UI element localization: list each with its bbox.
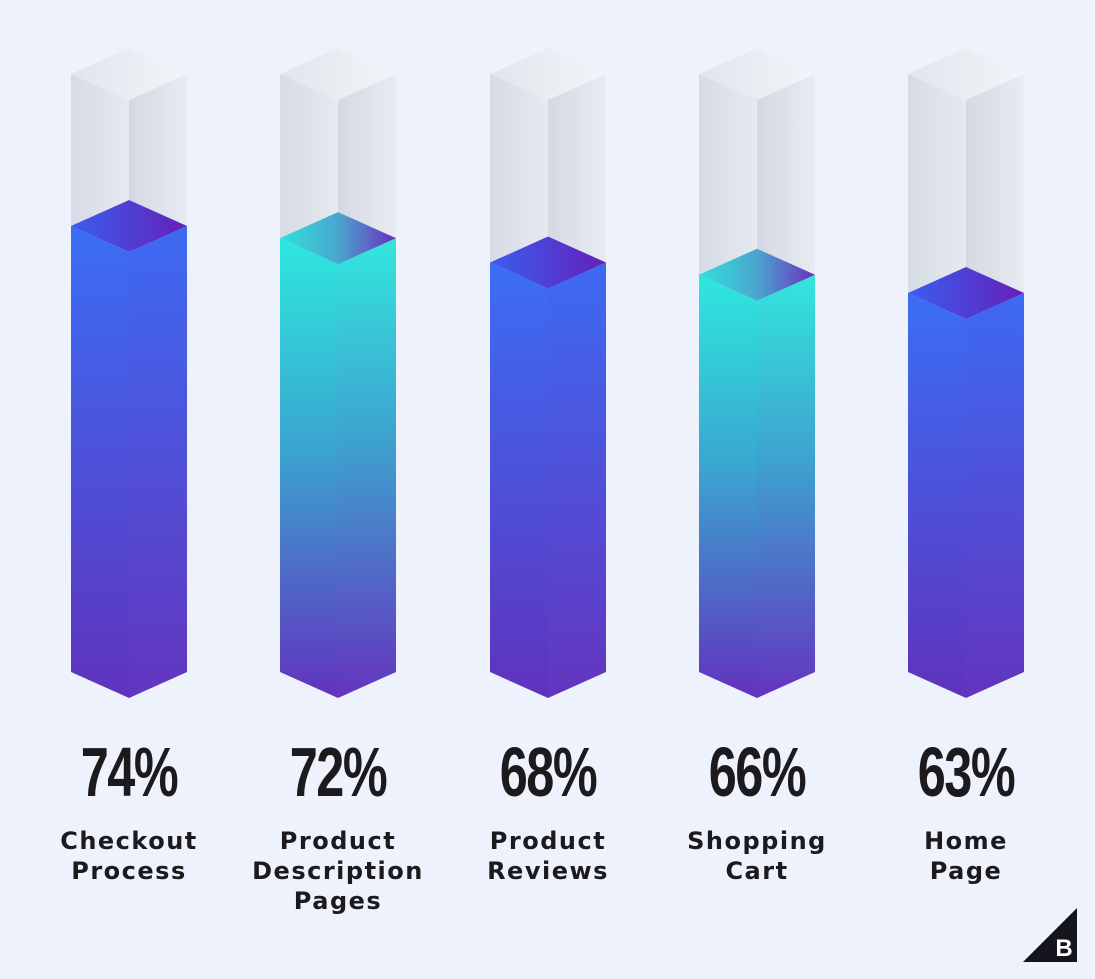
- ghost-right-face: [966, 74, 1024, 319]
- value-label: 74%: [80, 733, 179, 811]
- category-label: Shopping Cart: [647, 826, 867, 886]
- bar-chart: [71, 48, 1024, 698]
- bar-top-face: [699, 248, 815, 301]
- bar-left-face: [490, 262, 548, 698]
- bar-top-face: [490, 236, 606, 289]
- bar-right-face: [966, 293, 1024, 698]
- ghost-left-face: [490, 74, 548, 289]
- category-label: Checkout Process: [19, 826, 239, 886]
- bar-3: [490, 48, 606, 698]
- category-label: Product Reviews: [438, 826, 658, 886]
- bar-right-face: [129, 226, 187, 698]
- bar-top-face: [908, 267, 1024, 319]
- category-label-line: Home: [924, 827, 1008, 855]
- bar-top-face: [280, 212, 396, 265]
- bar-right-face: [757, 274, 815, 698]
- bar-right-face: [338, 238, 396, 698]
- category-label-line: Reviews: [487, 857, 609, 885]
- bar-left-face: [699, 274, 757, 698]
- category-label-line: Shopping: [687, 827, 827, 855]
- bar-2: [280, 48, 396, 698]
- category-label-line: Pages: [293, 887, 383, 915]
- ghost-top-face: [699, 48, 815, 100]
- value-label: 68%: [499, 733, 598, 811]
- category-label-line: Description: [252, 857, 424, 885]
- category-label-line: Product: [279, 827, 397, 855]
- value-label: 63%: [917, 733, 1016, 811]
- bar-left-face: [71, 226, 129, 698]
- category-label-line: Process: [71, 857, 187, 885]
- ghost-left-face: [699, 74, 757, 301]
- category-label: Home Page: [856, 826, 1076, 886]
- category-label-line: Product: [489, 827, 607, 855]
- bar-5: [908, 48, 1024, 698]
- ghost-top-face: [908, 48, 1024, 100]
- ghost-right-face: [338, 74, 396, 265]
- bigcommerce-logo-icon: B: [1023, 908, 1077, 962]
- bar-4: [699, 48, 815, 698]
- value-label: 72%: [289, 733, 388, 811]
- ghost-right-face: [548, 74, 606, 289]
- bar-right-face: [548, 262, 606, 698]
- bar-1: [71, 48, 187, 698]
- svg-text:B: B: [1055, 935, 1072, 962]
- value-label: 66%: [708, 733, 807, 811]
- bar-top-face: [71, 200, 187, 252]
- bar-left-face: [908, 293, 966, 698]
- category-label-line: Checkout: [60, 827, 198, 855]
- ghost-top-face: [71, 48, 187, 100]
- ghost-left-face: [908, 74, 966, 319]
- ghost-top-face: [490, 48, 606, 100]
- ghost-right-face: [757, 74, 815, 301]
- category-label-line: Page: [929, 857, 1003, 885]
- bar-left-face: [280, 238, 338, 698]
- ghost-left-face: [280, 74, 338, 265]
- ghost-top-face: [280, 48, 396, 100]
- category-label-line: Cart: [725, 857, 789, 885]
- category-label: Product Description Pages: [228, 826, 448, 916]
